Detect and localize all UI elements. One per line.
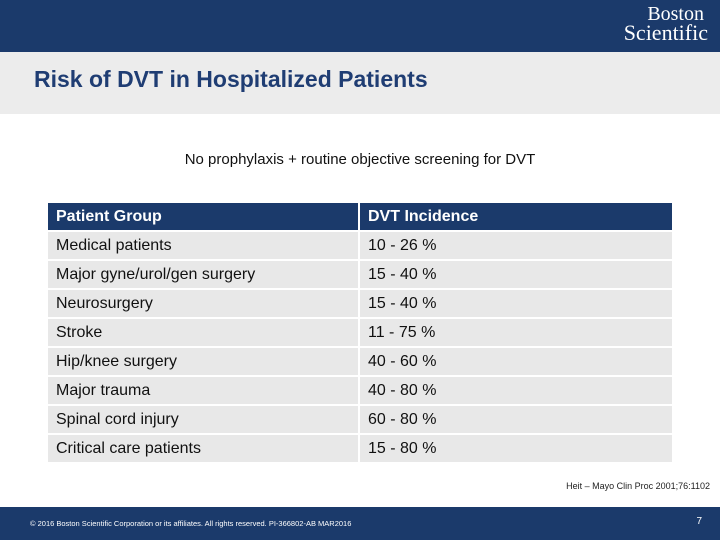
header-cell-patient-group: Patient Group [48,203,358,230]
slide-title: Risk of DVT in Hospitalized Patients [34,66,428,92]
dvt-risk-table: Patient Group DVT Incidence Medical pati… [48,203,672,464]
dvt-incidence-cell: 60 - 80 % [360,406,672,433]
dvt-incidence-cell: 11 - 75 % [360,319,672,346]
patient-group-cell: Medical patients [48,232,358,259]
table-row: Hip/knee surgery 40 - 60 % [48,348,672,377]
dvt-incidence-cell: 10 - 26 % [360,232,672,259]
patient-group-cell: Spinal cord injury [48,406,358,433]
dvt-incidence-cell: 40 - 80 % [360,377,672,404]
boston-scientific-logo: Boston Scientific [598,2,708,48]
patient-group-cell: Critical care patients [48,435,358,462]
table-row: Major gyne/urol/gen surgery 15 - 40 % [48,261,672,290]
table-row: Spinal cord injury 60 - 80 % [48,406,672,435]
table-row: Neurosurgery 15 - 40 % [48,290,672,319]
patient-group-cell: Major trauma [48,377,358,404]
table-row: Stroke 11 - 75 % [48,319,672,348]
patient-group-cell: Neurosurgery [48,290,358,317]
logo-line-2: Scientific [623,20,708,45]
dvt-incidence-cell: 15 - 40 % [360,261,672,288]
copyright-notice: © 2016 Boston Scientific Corporation or … [30,519,352,528]
patient-group-cell: Stroke [48,319,358,346]
dvt-incidence-cell: 15 - 40 % [360,290,672,317]
table-row: Major trauma 40 - 80 % [48,377,672,406]
dvt-incidence-cell: 40 - 60 % [360,348,672,375]
header-cell-dvt-incidence: DVT Incidence [360,203,672,230]
source-citation: Heit – Mayo Clin Proc 2001;76:1102 [566,481,710,491]
table-row: Critical care patients 15 - 80 % [48,435,672,464]
title-band [0,52,720,114]
table-header-row: Patient Group DVT Incidence [48,203,672,232]
table-row: Medical patients 10 - 26 % [48,232,672,261]
dvt-incidence-cell: 15 - 80 % [360,435,672,462]
page-number: 7 [696,516,702,527]
slide-subtitle: No prophylaxis + routine objective scree… [184,151,536,168]
footer-bar: © 2016 Boston Scientific Corporation or … [0,507,720,540]
patient-group-cell: Hip/knee surgery [48,348,358,375]
patient-group-cell: Major gyne/urol/gen surgery [48,261,358,288]
top-banner: Boston Scientific [0,0,720,52]
logo-line-1: Boston [647,3,704,25]
